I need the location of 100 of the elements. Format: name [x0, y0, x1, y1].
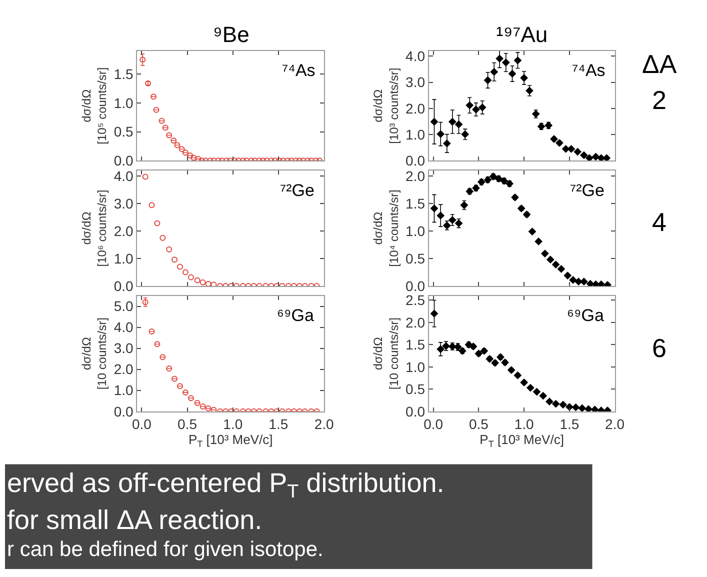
point [430, 310, 438, 318]
point [166, 132, 172, 138]
x-tick-label: 1.0 [223, 416, 243, 432]
point [140, 56, 146, 63]
annotation: ⁷²Ge [280, 181, 314, 200]
point [190, 154, 197, 161]
point [430, 204, 438, 212]
point [584, 405, 592, 412]
y-tick-label: 2.5 [406, 292, 426, 308]
point [592, 280, 600, 286]
point [170, 137, 177, 144]
y-tick-label: 1.5 [114, 66, 134, 82]
point [153, 106, 160, 113]
point [586, 154, 594, 161]
x-tick-label: 0.0 [132, 416, 152, 432]
point [172, 256, 178, 263]
point [182, 389, 188, 396]
y-axis-title: dσ/dΩ [10⁵ counts/sr] [80, 67, 110, 144]
x-tick-label: 0.5 [468, 416, 489, 432]
y-tick-label: 4.0 [406, 48, 426, 64]
point [508, 70, 516, 78]
point [552, 260, 560, 268]
point [496, 54, 504, 62]
point [455, 120, 463, 128]
point [514, 56, 522, 64]
y-tick-label: 5.0 [114, 298, 134, 314]
y-tick-label: 0.0 [406, 152, 426, 169]
y-tick-label: 2.0 [114, 361, 134, 378]
point [194, 400, 200, 406]
y-tick-label: 2.0 [406, 100, 426, 116]
y-axis-title: dσ/dΩ [10⁶ counts/sr] [80, 190, 110, 267]
x-axis-title: P$_{T}$ [10³ MeV/c] [480, 432, 564, 449]
point [591, 406, 599, 412]
y-tick-label: 1.5 [406, 195, 426, 212]
point [148, 202, 155, 208]
text: erved as off-centered P$_{T}$ distribution. [7, 468, 444, 503]
y-tick-label: 0.0 [406, 278, 426, 294]
point [539, 392, 547, 400]
y-axis-title: dσ/dΩ [10⁴ counts/sr] [371, 190, 401, 267]
y-tick-label: 1.0 [114, 94, 134, 111]
point [520, 74, 528, 82]
point [533, 388, 541, 396]
point [478, 104, 486, 112]
y-tick-label: 1.5 [406, 336, 426, 353]
y-tick-label: 0.5 [114, 124, 134, 140]
point [154, 220, 160, 226]
point [205, 280, 212, 286]
y-tick-label: 0.5 [406, 381, 426, 398]
y-tick-label: 2.0 [406, 168, 426, 184]
point [546, 398, 554, 406]
point [580, 151, 588, 159]
annotation: ⁶⁹Ga [277, 306, 314, 325]
point [436, 130, 444, 138]
y-tick-label: 0.0 [114, 403, 134, 420]
x-tick-label: 0.0 [424, 416, 444, 432]
point [564, 272, 572, 280]
chart-title: ⁹Be [213, 22, 250, 47]
point [526, 384, 534, 392]
text: for small ΔA reaction. [7, 505, 262, 535]
point [443, 140, 451, 148]
chart-title: ¹⁹⁷Au [496, 22, 548, 47]
point [150, 94, 157, 100]
point [210, 282, 217, 286]
text: 2 [652, 85, 666, 115]
point [558, 265, 566, 273]
point [572, 404, 580, 412]
point [490, 68, 498, 76]
y-tick-label: 0.0 [406, 403, 426, 420]
point [597, 280, 605, 286]
y-tick-label: 3.0 [114, 340, 134, 356]
point [182, 150, 188, 156]
point [187, 152, 194, 158]
point [602, 154, 610, 161]
x-tick-label: 2.0 [605, 416, 625, 432]
annotation: ⁷²Ge [570, 181, 604, 200]
y-tick-label: 1.0 [114, 250, 134, 266]
point [177, 264, 183, 270]
point [178, 146, 185, 152]
point [177, 383, 183, 390]
point [182, 269, 188, 276]
point [166, 365, 172, 372]
point [566, 403, 574, 411]
point [430, 118, 438, 126]
x-tick-label: 0.5 [178, 416, 198, 432]
point [559, 400, 567, 408]
point [200, 279, 206, 286]
point [578, 404, 586, 412]
point [166, 246, 172, 252]
point [574, 148, 582, 156]
point [160, 234, 166, 241]
point [142, 174, 148, 180]
point [195, 156, 202, 161]
y-tick-label: 4.0 [114, 319, 134, 336]
y-tick-label: 1.0 [406, 222, 426, 239]
y-tick-label: 3.0 [114, 195, 134, 212]
x-axis-title: P$_{T}$ [10³ MeV/c] [188, 432, 273, 449]
point [592, 153, 600, 160]
text: 4 [652, 207, 666, 237]
y-tick-label: 4.0 [114, 168, 134, 184]
point [194, 277, 200, 284]
